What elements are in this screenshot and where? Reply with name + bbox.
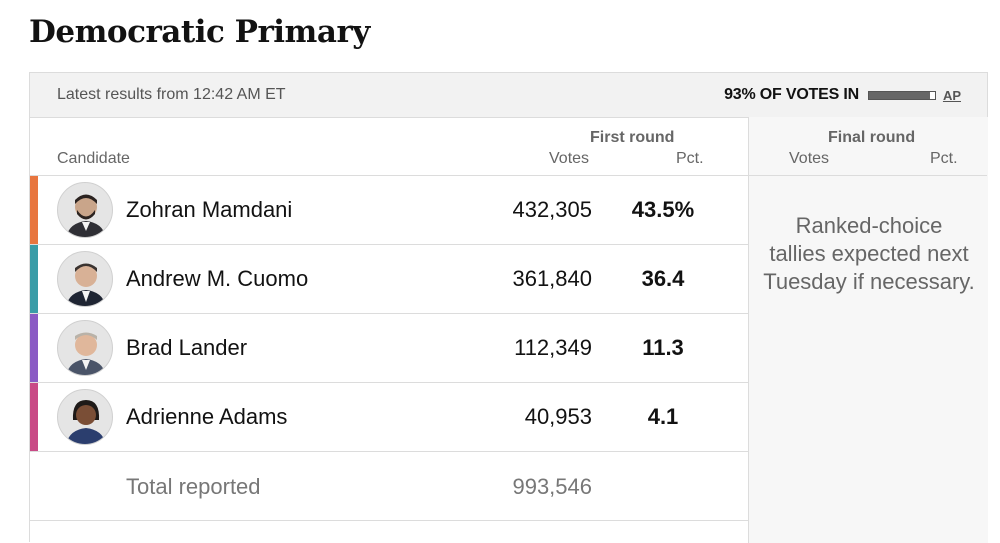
results-status-bar: Latest results from 12:42 AM ET 93% OF V… xyxy=(30,73,987,118)
candidate-name: Brad Lander xyxy=(126,335,248,360)
ranked-choice-note-line: tallies expected next xyxy=(769,241,969,266)
candidate-votes: 432,305 xyxy=(512,197,592,222)
candidate-avatar xyxy=(57,389,113,445)
header-first-round: First round xyxy=(590,129,675,146)
candidate-avatar xyxy=(57,320,113,376)
candidate-row: Adrienne Adams 40,953 4.1 xyxy=(30,383,748,452)
header-first-round-pct: Pct. xyxy=(676,150,704,167)
header-candidate: Candidate xyxy=(57,150,130,167)
header-final-round-votes: Votes xyxy=(789,150,830,167)
candidate-row: Zohran Mamdani 432,305 43.5% xyxy=(30,176,748,245)
page-title: Democratic Primary xyxy=(29,14,370,50)
header-final-round: Final round xyxy=(828,129,916,146)
candidate-name: Adrienne Adams xyxy=(126,404,288,429)
candidate-color-bar xyxy=(30,245,38,313)
votes-in-progress-bar xyxy=(867,90,936,100)
latest-results-timestamp: Latest results from 12:42 AM ET xyxy=(57,86,286,103)
votes-in-indicator: 93% OF VOTES IN AP xyxy=(724,86,961,104)
total-label: Total reported xyxy=(126,474,261,499)
ranked-choice-note: Ranked-choice tallies expected next Tues… xyxy=(749,212,989,296)
candidate-votes: 112,349 xyxy=(514,335,592,360)
candidate-row: Brad Lander 112,349 11.3 xyxy=(30,314,748,383)
header-first-round-votes: Votes xyxy=(549,150,590,167)
total-votes: 993,546 xyxy=(512,474,592,499)
votes-in-progress-fill xyxy=(868,91,931,99)
candidate-color-bar xyxy=(30,383,38,451)
ranked-choice-note-line: Tuesday if necessary. xyxy=(763,269,975,294)
candidate-avatar xyxy=(57,182,113,238)
header-divider xyxy=(30,175,987,176)
votes-in-label: 93% OF VOTES IN xyxy=(724,86,859,103)
results-table: Latest results from 12:42 AM ET 93% OF V… xyxy=(29,72,988,543)
candidate-color-bar xyxy=(30,314,38,382)
ranked-choice-note-line: Ranked-choice xyxy=(795,213,943,238)
candidate-color-bar xyxy=(30,176,38,244)
candidate-votes: 40,953 xyxy=(524,404,592,429)
candidate-pct: 4.1 xyxy=(647,404,679,429)
header-final-round-pct: Pct. xyxy=(930,150,958,167)
candidate-votes: 361,840 xyxy=(512,266,592,291)
candidate-pct: 36.4 xyxy=(641,266,685,291)
total-row: Total reported 993,546 xyxy=(30,452,748,521)
candidate-pct: 11.3 xyxy=(642,335,684,360)
ap-source-link[interactable]: AP xyxy=(942,87,961,103)
candidate-pct: 43.5% xyxy=(631,197,695,222)
candidate-row: Andrew M. Cuomo 361,840 36.4 xyxy=(30,245,748,314)
candidate-avatar xyxy=(57,251,113,307)
candidate-name: Zohran Mamdani xyxy=(126,197,293,222)
candidate-name: Andrew M. Cuomo xyxy=(126,266,309,291)
final-round-column: Ranked-choice tallies expected next Tues… xyxy=(748,117,988,543)
